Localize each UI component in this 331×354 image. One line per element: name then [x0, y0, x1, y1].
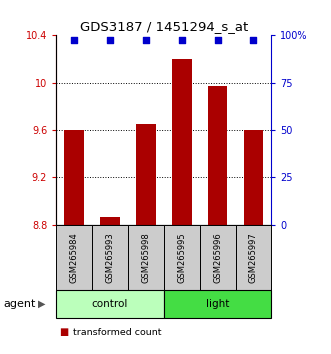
Bar	[56, 290, 164, 318]
Bar	[128, 225, 164, 290]
Bar	[244, 130, 263, 225]
Bar	[64, 130, 84, 225]
Bar	[100, 217, 120, 225]
Title: GDS3187 / 1451294_s_at: GDS3187 / 1451294_s_at	[80, 20, 248, 33]
Bar	[200, 225, 236, 290]
Bar	[164, 225, 200, 290]
Bar	[164, 290, 271, 318]
Point	[251, 37, 256, 43]
Text: light: light	[206, 299, 229, 309]
Point	[71, 37, 77, 43]
Text: agent: agent	[3, 299, 36, 309]
Point	[179, 37, 184, 43]
Bar	[56, 225, 92, 290]
Text: GSM265993: GSM265993	[106, 232, 115, 283]
Bar	[172, 59, 192, 225]
Bar	[92, 225, 128, 290]
Text: GSM265998: GSM265998	[141, 232, 150, 283]
Point	[215, 37, 220, 43]
Text: GSM265996: GSM265996	[213, 232, 222, 283]
Point	[143, 37, 149, 43]
Text: transformed count: transformed count	[73, 327, 161, 337]
Bar	[136, 124, 156, 225]
Text: GSM265997: GSM265997	[249, 232, 258, 283]
Bar	[236, 225, 271, 290]
Bar	[208, 86, 227, 225]
Text: ■: ■	[60, 327, 69, 337]
Text: ▶: ▶	[38, 299, 46, 309]
Point	[107, 37, 113, 43]
Text: control: control	[92, 299, 128, 309]
Text: GSM265984: GSM265984	[70, 232, 79, 283]
Text: GSM265995: GSM265995	[177, 232, 186, 283]
